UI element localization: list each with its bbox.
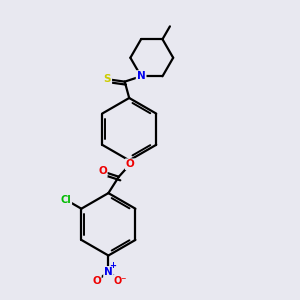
Text: Cl: Cl bbox=[61, 195, 71, 205]
Text: O⁻: O⁻ bbox=[114, 276, 127, 286]
Text: S: S bbox=[104, 74, 111, 84]
Text: O: O bbox=[92, 276, 101, 286]
Text: O: O bbox=[98, 167, 107, 176]
Text: O: O bbox=[126, 159, 134, 169]
Text: N: N bbox=[137, 71, 146, 81]
Text: N: N bbox=[104, 267, 113, 277]
Text: +: + bbox=[109, 261, 116, 270]
Text: N: N bbox=[137, 71, 146, 81]
